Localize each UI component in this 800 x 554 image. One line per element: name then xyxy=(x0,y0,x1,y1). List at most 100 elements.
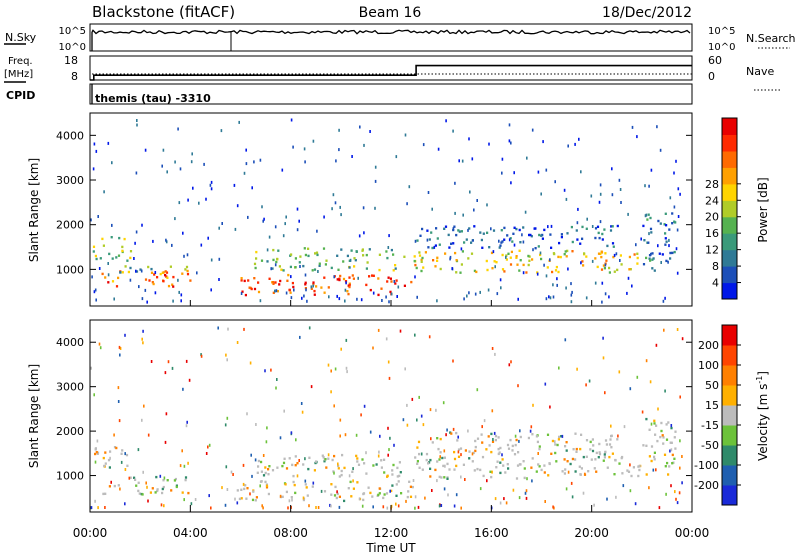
data-cell xyxy=(217,326,219,330)
data-cell xyxy=(416,462,419,465)
data-cell xyxy=(266,426,268,430)
data-cell xyxy=(434,244,437,247)
data-cell xyxy=(545,168,548,172)
data-cell xyxy=(366,261,369,264)
data-cell xyxy=(591,438,594,441)
data-cell xyxy=(522,240,525,244)
data-cell xyxy=(465,238,468,241)
data-cell xyxy=(257,281,260,284)
data-cell xyxy=(125,453,129,457)
data-cell xyxy=(330,369,332,373)
data-cell xyxy=(570,225,573,229)
x-tick-label: 04:00 xyxy=(173,526,208,540)
data-cell xyxy=(631,284,633,288)
y-tick-label: 1000 xyxy=(56,470,84,483)
data-cell xyxy=(162,271,165,274)
data-cell xyxy=(457,450,460,454)
data-cell xyxy=(619,188,622,191)
data-cell xyxy=(363,462,366,465)
data-cell xyxy=(240,277,243,280)
data-cell xyxy=(386,506,389,510)
data-cell xyxy=(226,358,228,362)
data-cell xyxy=(281,495,284,498)
data-cell xyxy=(173,479,176,482)
data-cell xyxy=(518,249,521,252)
data-cell xyxy=(243,487,246,491)
data-cell xyxy=(662,299,665,303)
data-cell xyxy=(185,424,188,428)
data-cell xyxy=(408,185,411,189)
data-cell xyxy=(365,283,368,287)
velocity-ylabel: Slant Range [km] xyxy=(27,364,41,468)
data-cell xyxy=(590,194,593,198)
data-cell xyxy=(427,462,430,465)
data-cell xyxy=(357,463,361,466)
data-cell xyxy=(660,429,663,433)
data-cell xyxy=(545,297,548,301)
data-cell xyxy=(174,160,176,164)
data-cell xyxy=(468,227,471,230)
data-cell xyxy=(508,139,511,143)
data-cell xyxy=(260,470,263,473)
data-cell xyxy=(107,281,110,284)
data-cell xyxy=(596,225,600,228)
data-cell xyxy=(522,460,525,463)
data-cell xyxy=(323,276,326,279)
data-cell xyxy=(430,231,433,234)
data-cell xyxy=(111,223,113,227)
data-cell xyxy=(420,452,423,456)
data-cell xyxy=(648,455,651,458)
noise-sky-label: N.Sky xyxy=(5,31,37,44)
data-cell xyxy=(587,470,590,473)
data-cell xyxy=(333,404,335,408)
data-cell xyxy=(92,245,96,248)
colorbar-segment xyxy=(722,183,737,201)
data-cell xyxy=(358,497,361,501)
data-cell xyxy=(610,225,613,228)
data-cell xyxy=(560,235,563,239)
data-cell xyxy=(538,465,541,468)
noise-left-tick-bottom: 10^0 xyxy=(59,42,86,53)
data-cell xyxy=(670,484,672,488)
data-cell xyxy=(374,165,377,169)
data-cell xyxy=(333,275,335,279)
data-cell xyxy=(292,145,294,149)
nave-tick-bottom: 0 xyxy=(708,70,715,83)
data-cell xyxy=(194,498,197,501)
data-cell xyxy=(187,491,190,495)
data-cell xyxy=(164,440,167,444)
data-cell xyxy=(95,451,98,454)
data-cell xyxy=(506,463,509,466)
data-cell xyxy=(615,252,618,256)
data-cell xyxy=(363,231,365,235)
data-cell xyxy=(531,433,534,436)
data-cell xyxy=(460,453,462,457)
data-cell xyxy=(265,483,268,486)
data-cell xyxy=(534,227,537,230)
data-cell xyxy=(480,238,483,242)
data-cell xyxy=(408,480,411,483)
data-cell xyxy=(94,447,97,450)
data-cell xyxy=(393,280,396,283)
data-cell xyxy=(473,269,476,273)
data-cell xyxy=(162,280,165,283)
data-cell xyxy=(265,484,269,487)
data-cell xyxy=(150,267,153,271)
data-cell xyxy=(420,258,423,262)
data-cell xyxy=(389,290,392,294)
data-cell xyxy=(374,179,377,183)
data-cell xyxy=(571,250,574,253)
data-cell xyxy=(665,423,668,426)
data-cell xyxy=(499,501,502,505)
data-cell xyxy=(210,187,213,191)
data-cell xyxy=(420,269,423,273)
data-cell xyxy=(438,475,441,479)
data-cell xyxy=(676,228,679,232)
colorbar-segment xyxy=(722,150,737,168)
data-cell xyxy=(312,281,315,284)
data-cell xyxy=(628,255,631,259)
data-cell xyxy=(171,366,174,370)
data-cell xyxy=(327,457,330,460)
data-cell xyxy=(251,474,253,478)
